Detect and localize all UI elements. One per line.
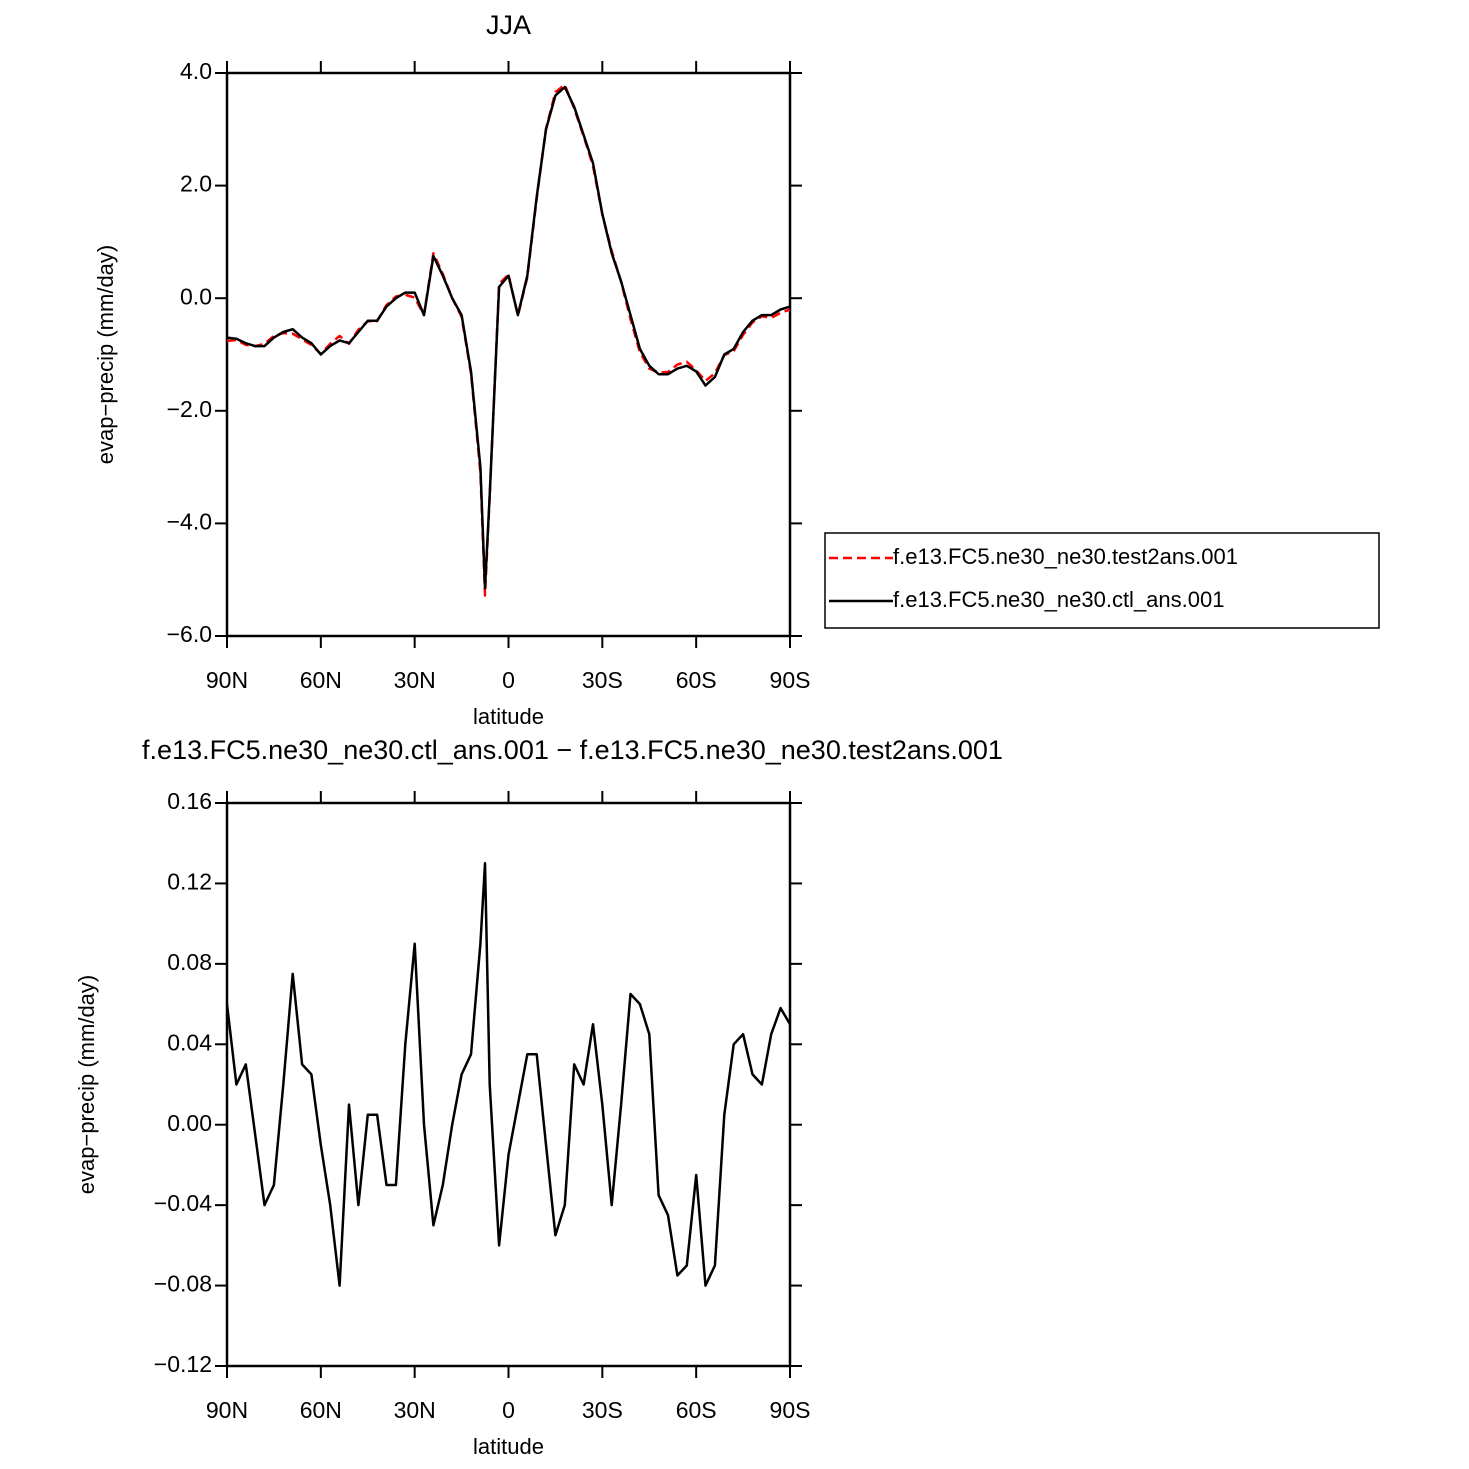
y-tick-label: 0.12	[167, 869, 212, 895]
x-tick-label: 90S	[770, 667, 811, 693]
chart-title: JJA	[486, 10, 531, 40]
y-tick-label: −6.0	[167, 621, 212, 647]
data-line	[226, 85, 791, 590]
x-tick-label: 0	[502, 667, 515, 693]
y-tick-label: 0.00	[167, 1110, 212, 1136]
y-axis-label: evap−precip (mm/day)	[93, 245, 118, 464]
plot-frame	[225, 71, 792, 638]
x-tick-label: 60S	[676, 1397, 717, 1423]
x-tick-label: 30N	[394, 1397, 436, 1423]
x-axis-label: latitude	[473, 1434, 544, 1459]
legend-label: f.e13.FC5.ne30_ne30.test2ans.001	[893, 544, 1238, 569]
y-tick-label: −2.0	[167, 396, 212, 422]
y-axis-label: evap−precip (mm/day)	[74, 975, 99, 1194]
x-tick-label: 60N	[300, 667, 342, 693]
y-tick-label: −0.12	[154, 1351, 212, 1377]
y-tick-label: 2.0	[180, 171, 212, 197]
legend-label: f.e13.FC5.ne30_ne30.ctl_ans.001	[893, 587, 1224, 612]
data-line	[225, 862, 792, 1287]
x-tick-label: 60S	[676, 667, 717, 693]
x-tick-label: 90S	[770, 1397, 811, 1423]
x-axis-label: latitude	[473, 704, 544, 729]
y-tick-label: 0.04	[167, 1029, 212, 1055]
x-tick-label: 90N	[206, 1397, 248, 1423]
x-tick-label: 30S	[582, 667, 623, 693]
x-tick-label: 0	[502, 1397, 515, 1423]
data-line	[226, 83, 791, 597]
x-tick-label: 60N	[300, 1397, 342, 1423]
legend-box	[824, 532, 1380, 629]
x-tick-label: 30S	[582, 1397, 623, 1423]
y-tick-label: −0.08	[154, 1271, 212, 1297]
x-tick-label: 90N	[206, 667, 248, 693]
x-tick-label: 30N	[394, 667, 436, 693]
y-tick-label: 4.0	[180, 58, 212, 84]
y-tick-label: −4.0	[167, 508, 212, 534]
y-tick-label: 0.08	[167, 949, 212, 975]
chart-title: f.e13.FC5.ne30_ne30.ctl_ans.001 − f.e13.…	[142, 735, 1003, 765]
y-tick-label: 0.0	[180, 283, 212, 309]
y-tick-label: 0.16	[167, 788, 212, 814]
y-tick-label: −0.04	[154, 1190, 212, 1216]
